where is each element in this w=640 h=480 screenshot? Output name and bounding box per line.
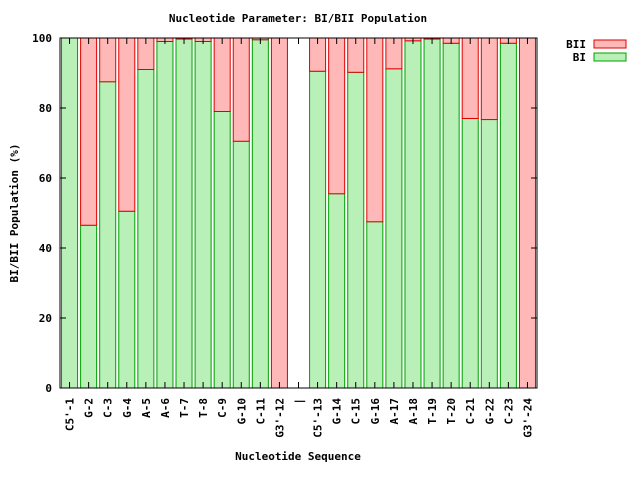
bar-bii <box>270 37 288 389</box>
y-tick-label: 80 <box>39 102 52 115</box>
x-tick-label: G3'-24 <box>521 398 534 438</box>
bar-bi <box>232 140 250 389</box>
bar-bii <box>213 37 231 112</box>
x-axis: C5'-1 G-2 C-3 G-4 A-5 A-6 T-7 T-8 C-9 G-10 C-11 G3'… <box>64 38 534 438</box>
x-tick-label: | <box>293 398 306 405</box>
bar-bi <box>61 37 79 389</box>
y-axis-label: BI/BII Population (%) <box>8 143 21 282</box>
x-tick-label: G-16 <box>369 398 382 425</box>
bar-bi <box>80 224 98 389</box>
x-tick-label: G-14 <box>331 398 344 425</box>
y-tick-label: 100 <box>32 32 52 45</box>
x-tick-label: A-5 <box>140 398 153 418</box>
bar-bi <box>309 70 327 389</box>
y-axis: 0 20 40 60 80 100 <box>32 32 537 395</box>
bar-bi <box>175 38 193 389</box>
legend-label: BII <box>566 38 586 51</box>
x-tick-label: C-3 <box>102 398 115 418</box>
bar-bii <box>518 37 536 389</box>
bar-bi <box>328 193 346 389</box>
bar-bi <box>442 42 460 389</box>
bar-bi <box>366 221 384 389</box>
x-tick-label: T-8 <box>197 398 210 418</box>
y-tick-label: 60 <box>39 172 52 185</box>
x-tick-label: C-11 <box>254 398 267 425</box>
x-tick-label: A-18 <box>407 398 420 425</box>
bar-bi <box>347 71 365 389</box>
bar-bi <box>213 111 231 389</box>
bar-bi <box>251 39 269 389</box>
legend-label: BI <box>573 51 586 64</box>
x-tick-label: G-10 <box>235 398 248 425</box>
bar-bii <box>232 37 250 142</box>
bar-bi <box>404 40 422 389</box>
bar-bi <box>194 41 212 389</box>
y-tick-label: 0 <box>45 382 52 395</box>
bar-bi <box>499 42 517 389</box>
x-tick-label: C-9 <box>216 398 229 418</box>
x-tick-label: G-22 <box>483 398 496 425</box>
x-axis-label: Nucleotide Sequence <box>235 450 361 463</box>
x-tick-label: C-21 <box>464 398 477 425</box>
y-tick-label: 40 <box>39 242 52 255</box>
legend-swatch <box>593 39 627 49</box>
x-tick-label: C5'-1 <box>64 398 77 431</box>
chart-title: Nucleotide Parameter: BI/BII Population <box>169 12 427 25</box>
x-tick-label: C5'-13 <box>312 398 325 438</box>
x-tick-label: G-2 <box>83 398 96 418</box>
bar-bi <box>156 41 174 389</box>
legend-swatch <box>593 52 627 62</box>
x-tick-label: G-4 <box>121 398 134 418</box>
y-tick-label: 20 <box>39 312 52 325</box>
bar-bii <box>461 37 479 119</box>
bar-bii <box>480 37 498 121</box>
bar-bii <box>118 37 136 212</box>
bar-bi <box>99 81 117 389</box>
x-tick-label: A-17 <box>388 398 401 425</box>
bar-bii <box>80 37 98 226</box>
x-tick-label: A-6 <box>159 398 172 418</box>
x-tick-label: T-19 <box>426 398 439 425</box>
x-tick-label: T-20 <box>445 398 458 425</box>
bar-bii <box>328 37 346 195</box>
bar-bi <box>118 210 136 389</box>
bar-bi <box>385 68 403 389</box>
bar-bi <box>461 118 479 389</box>
x-tick-label: C-23 <box>502 398 515 425</box>
bar-bi <box>137 69 155 389</box>
x-tick-label: T-7 <box>178 398 191 418</box>
plot-area <box>61 37 536 389</box>
x-tick-label: G3'-12 <box>273 398 286 438</box>
bar-bii <box>99 37 117 83</box>
bar-bi <box>480 119 498 389</box>
bar-bi <box>423 38 441 389</box>
bar-bii <box>366 37 384 223</box>
x-tick-label: C-15 <box>350 398 363 425</box>
